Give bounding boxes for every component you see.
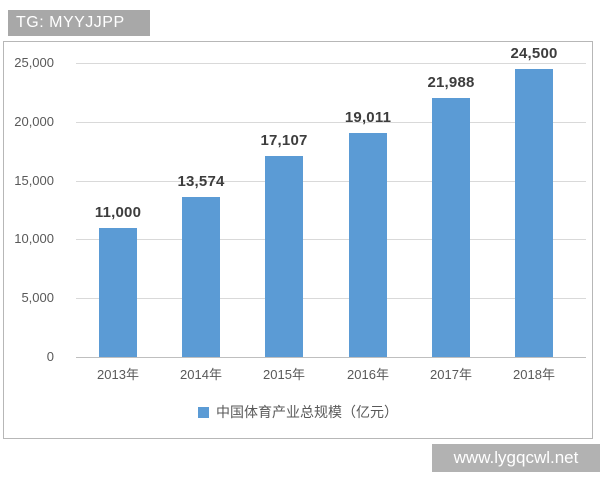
bar-value-label: 21,988 (427, 74, 475, 91)
y-axis-tick-label: 25,000 (14, 55, 54, 70)
bar (432, 98, 470, 357)
bar-value-label: 24,500 (510, 45, 558, 62)
gridline (76, 63, 586, 64)
x-axis-label: 2016年 (347, 367, 389, 382)
gridline (76, 239, 586, 240)
chart-frame: 0 5,000 10,000 15,000 20,000 25,000 11,000 2013… (3, 41, 593, 439)
y-axis-tick-label: 0 (46, 349, 54, 364)
x-axis-label: 2018年 (513, 367, 555, 382)
y-axis-tick-label: 20,000 (14, 114, 54, 129)
bar (349, 133, 387, 357)
gridline (76, 357, 586, 358)
y-axis-tick-label: 5,000 (21, 290, 54, 305)
bar (182, 197, 220, 357)
bar-value-label: 13,574 (177, 173, 225, 190)
telegram-watermark: TG: MYYJJPP (8, 10, 150, 36)
x-axis-label: 2015年 (263, 367, 305, 382)
x-axis-label: 2014年 (180, 367, 222, 382)
bar-value-label: 17,107 (260, 132, 308, 149)
legend-label: 中国体育产业总规模（亿元） (216, 404, 398, 420)
y-axis-tick-label: 10,000 (14, 231, 54, 246)
site-watermark: www.lygqcwl.net (432, 444, 600, 472)
gridline (76, 181, 586, 182)
gridline (76, 298, 586, 299)
bar-value-label: 19,011 (344, 109, 392, 126)
gridline (76, 122, 586, 123)
chart-legend: 中国体育产业总规模（亿元） (4, 402, 592, 422)
x-axis-label: 2017年 (430, 367, 472, 382)
legend-marker-icon (198, 406, 209, 418)
y-axis-tick-label: 15,000 (14, 173, 54, 188)
x-axis-label: 2013年 (97, 367, 139, 382)
bar-value-label: 11,000 (94, 204, 142, 221)
bar (515, 69, 553, 357)
bar (99, 228, 137, 357)
bar (265, 156, 303, 357)
